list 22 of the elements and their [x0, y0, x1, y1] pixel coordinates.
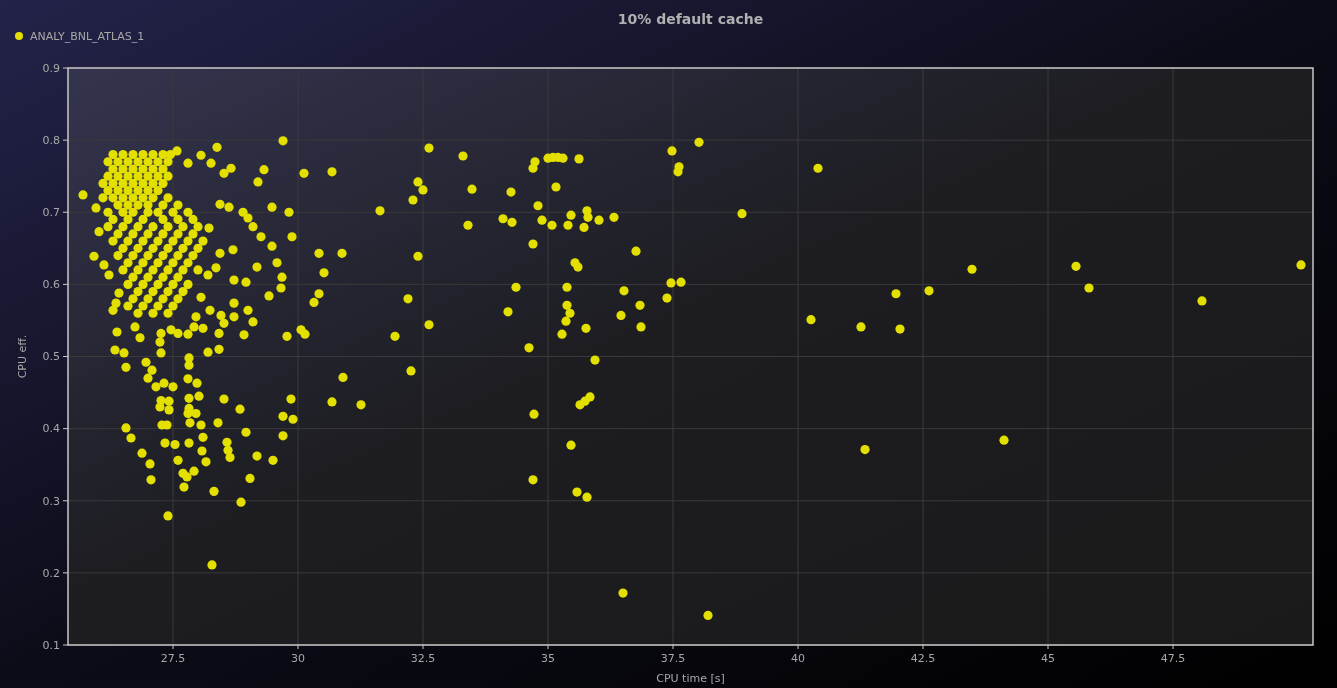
x-tick-label: 42.5 — [910, 652, 936, 665]
y-axis-title: CPU eff. — [16, 334, 29, 379]
x-tick-label: 30 — [291, 652, 305, 665]
y-tick-label: 0.6 — [42, 278, 60, 292]
y-tick-label: 0.9 — [42, 61, 60, 75]
x-tick-label: 47.5 — [1160, 652, 1186, 665]
chart-title: 10% default cache — [617, 11, 764, 27]
x-tick-label: 45 — [1041, 652, 1055, 665]
y-tick-label: 0.4 — [42, 422, 60, 436]
x-tick-label: 35 — [541, 652, 555, 665]
x-tick-label: 27.5 — [160, 652, 186, 665]
x-tick-label: 37.5 — [660, 652, 686, 665]
x-axis-title: CPU time [s] — [656, 672, 725, 685]
y-tick-label: 0.8 — [42, 133, 60, 147]
y-tick-label: 0.3 — [42, 494, 60, 508]
y-tick-label: 0.5 — [42, 350, 60, 364]
y-tick-label: 0.1 — [42, 638, 60, 652]
x-tick-label: 32.5 — [410, 652, 436, 665]
legend-label: ANALY_BNL_ATLAS_1 — [30, 29, 145, 43]
x-tick-label: 40 — [791, 652, 805, 665]
y-tick-label: 0.2 — [42, 566, 60, 580]
y-tick-label: 0.7 — [42, 206, 60, 220]
